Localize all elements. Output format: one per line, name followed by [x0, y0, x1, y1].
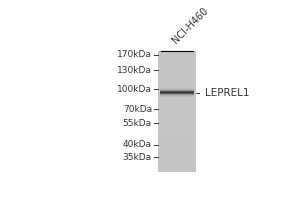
Text: 100kDa: 100kDa	[117, 85, 152, 94]
Text: 170kDa: 170kDa	[117, 50, 152, 59]
Text: 40kDa: 40kDa	[123, 140, 152, 149]
Text: NCI-H460: NCI-H460	[170, 6, 210, 46]
Text: 55kDa: 55kDa	[123, 119, 152, 128]
Text: 130kDa: 130kDa	[117, 66, 152, 75]
Text: LEPREL1: LEPREL1	[205, 88, 249, 98]
Text: 70kDa: 70kDa	[123, 105, 152, 114]
Text: 35kDa: 35kDa	[123, 153, 152, 162]
